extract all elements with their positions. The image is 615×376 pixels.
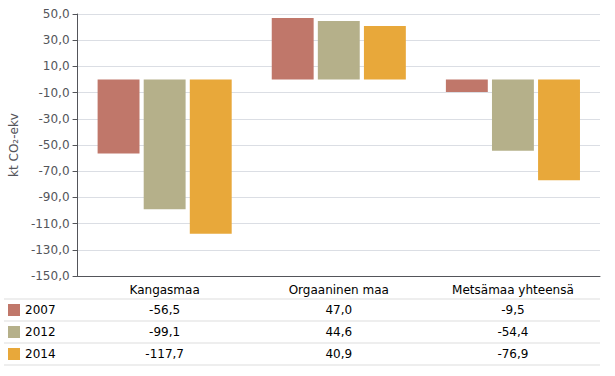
svg-text:-54,4: -54,4 bbox=[497, 325, 528, 339]
svg-text:2014: 2014 bbox=[25, 347, 56, 361]
svg-text:-9,5: -9,5 bbox=[501, 303, 524, 317]
svg-text:44,6: 44,6 bbox=[325, 325, 352, 339]
svg-text:-10,0: -10,0 bbox=[39, 86, 70, 100]
svg-text:-70,0: -70,0 bbox=[39, 164, 70, 178]
svg-text:2012: 2012 bbox=[25, 325, 56, 339]
svg-text:Metsämaa yhteensä: Metsämaa yhteensä bbox=[452, 283, 574, 297]
svg-text:-150,0: -150,0 bbox=[31, 269, 70, 283]
svg-text:Kangasmaa: Kangasmaa bbox=[130, 283, 200, 297]
svg-text:47,0: 47,0 bbox=[325, 303, 352, 317]
svg-text:-56,5: -56,5 bbox=[149, 303, 180, 317]
svg-text:40,9: 40,9 bbox=[325, 347, 352, 361]
svg-text:-76,9: -76,9 bbox=[497, 347, 528, 361]
svg-text:50,0: 50,0 bbox=[43, 7, 70, 21]
svg-text:-99,1: -99,1 bbox=[149, 325, 180, 339]
svg-text:-130,0: -130,0 bbox=[31, 243, 70, 257]
svg-text:kt CO₂-ekv: kt CO₂-ekv bbox=[7, 113, 21, 177]
svg-text:Orgaaninen maa: Orgaaninen maa bbox=[289, 283, 389, 297]
svg-text:-90,0: -90,0 bbox=[39, 190, 70, 204]
svg-text:30,0: 30,0 bbox=[43, 33, 70, 47]
svg-text:-110,0: -110,0 bbox=[31, 217, 70, 231]
svg-text:-30,0: -30,0 bbox=[39, 112, 70, 126]
svg-text:-117,7: -117,7 bbox=[145, 347, 184, 361]
svg-text:2007: 2007 bbox=[25, 303, 56, 317]
svg-text:10,0: 10,0 bbox=[43, 59, 70, 73]
svg-text:-50,0: -50,0 bbox=[39, 138, 70, 152]
